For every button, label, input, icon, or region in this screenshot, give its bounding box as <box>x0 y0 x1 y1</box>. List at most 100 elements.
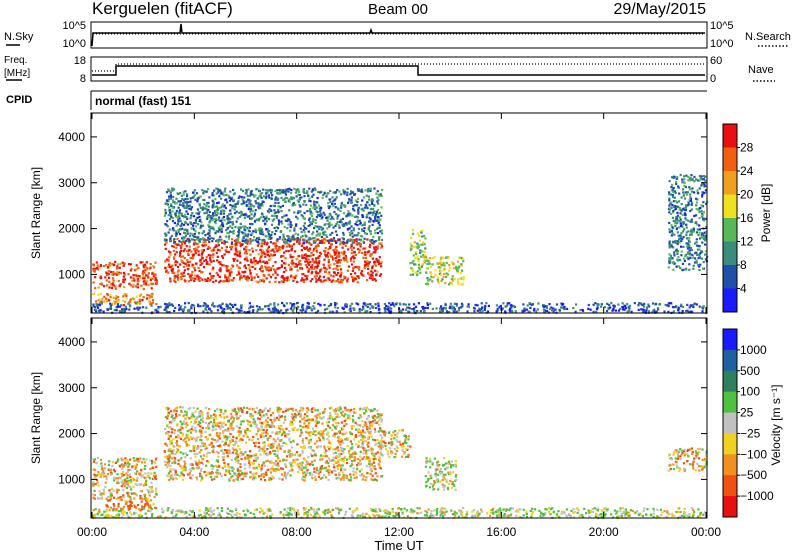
data-cell <box>216 209 219 212</box>
data-cell <box>375 246 378 249</box>
data-cell <box>248 230 251 233</box>
data-cell <box>259 308 262 311</box>
data-cell <box>118 476 121 479</box>
data-cell <box>237 266 240 269</box>
data-cell <box>339 218 342 222</box>
data-cell <box>275 244 278 248</box>
data-cell <box>196 196 199 199</box>
data-cell <box>132 277 135 280</box>
data-cell <box>301 461 304 464</box>
data-cell <box>182 204 185 207</box>
data-cell <box>342 253 345 256</box>
data-cell <box>313 267 316 270</box>
data-cell <box>280 309 283 312</box>
data-cell <box>676 211 679 214</box>
data-cell <box>694 242 697 245</box>
data-cell <box>238 228 241 231</box>
data-cell <box>210 441 213 444</box>
data-cell <box>163 238 166 241</box>
data-cell <box>130 492 133 495</box>
data-cell <box>273 209 276 212</box>
data-cell <box>312 240 315 243</box>
data-cell <box>262 251 265 254</box>
data-cell <box>439 307 442 310</box>
data-cell <box>282 199 285 202</box>
data-cell <box>145 497 148 500</box>
data-cell <box>689 196 692 199</box>
data-cell <box>171 271 174 274</box>
data-cell <box>683 178 686 181</box>
data-cell <box>255 202 258 205</box>
data-cell <box>96 264 99 267</box>
data-cell <box>315 270 318 274</box>
data-cell <box>682 221 685 224</box>
data-cell <box>221 204 224 207</box>
data-cell <box>257 281 260 284</box>
data-cell <box>191 263 194 266</box>
data-cell <box>314 246 317 249</box>
data-cell <box>193 239 196 242</box>
data-cell <box>326 276 329 279</box>
data-cell <box>175 415 178 418</box>
data-cell <box>675 265 678 268</box>
data-cell <box>311 410 314 413</box>
data-cell <box>267 211 270 214</box>
data-cell <box>150 486 153 489</box>
data-cell <box>353 408 356 411</box>
data-cell <box>655 302 658 305</box>
data-cell <box>356 197 360 200</box>
data-cell <box>308 208 311 211</box>
data-cell <box>268 235 271 238</box>
data-cell <box>121 467 124 470</box>
data-cell <box>377 199 380 202</box>
data-cell <box>123 308 127 311</box>
data-cell <box>329 274 332 277</box>
data-cell <box>704 191 707 194</box>
data-cell <box>690 304 693 307</box>
data-cell <box>380 262 383 265</box>
data-cell <box>122 264 125 267</box>
data-cell <box>307 194 310 197</box>
data-cell <box>562 302 565 306</box>
data-cell <box>290 244 293 247</box>
data-cell <box>690 228 693 231</box>
data-cell <box>329 214 332 217</box>
data-cell <box>421 235 424 238</box>
data-cell <box>190 305 193 308</box>
data-cell <box>700 175 703 178</box>
data-cell <box>290 198 294 201</box>
data-cell <box>295 195 298 198</box>
data-cell <box>181 434 184 437</box>
data-cell <box>688 246 691 249</box>
data-cell <box>374 457 377 460</box>
data-cell <box>285 188 288 191</box>
data-cell <box>684 213 687 216</box>
data-cell <box>265 469 268 472</box>
data-cell <box>695 201 698 204</box>
data-cell <box>115 300 118 303</box>
data-cell <box>341 246 344 249</box>
data-cell <box>341 306 344 309</box>
data-cell <box>147 272 150 275</box>
data-cell <box>277 201 280 204</box>
data-cell <box>196 200 199 203</box>
data-cell <box>141 497 144 500</box>
data-cell <box>671 257 674 260</box>
data-cell <box>211 194 214 197</box>
data-cell <box>265 266 268 270</box>
noise-panel-frame <box>90 21 708 49</box>
data-cell <box>414 263 417 266</box>
data-cell <box>217 191 220 194</box>
data-cell <box>699 256 702 259</box>
data-cell <box>287 218 290 221</box>
data-cell <box>339 273 343 276</box>
data-cell <box>283 415 287 418</box>
data-cell <box>104 481 107 484</box>
data-cell <box>198 215 201 218</box>
data-cell <box>242 213 245 216</box>
data-cell <box>311 270 314 274</box>
data-cell <box>198 430 201 433</box>
data-cell <box>92 460 96 463</box>
data-cell <box>243 258 246 261</box>
data-cell <box>270 249 273 253</box>
